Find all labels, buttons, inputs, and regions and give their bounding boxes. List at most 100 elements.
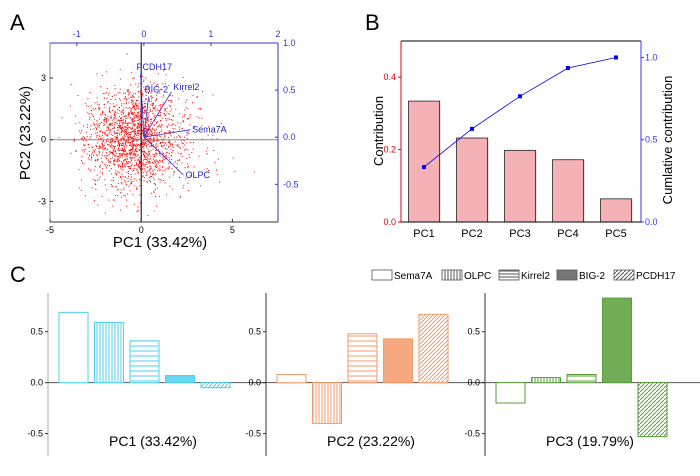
scatter-point [119,92,121,94]
scatter-point [88,143,89,145]
scatter-point [120,125,121,127]
scatter-point [154,163,156,165]
scatter-point [168,141,170,143]
scatter-point [130,183,132,185]
scatter-point [201,138,203,140]
scatter-point [121,153,123,155]
scatter-point [119,98,120,100]
scatter-point [107,144,109,146]
scatter-point [196,97,198,99]
scatter-point [78,169,80,171]
scatter-point [149,109,151,111]
scatter-point [147,112,148,114]
scatter-point [120,127,122,129]
scatter-point [158,195,160,197]
scatter-point [132,102,134,104]
scatter-point [147,171,149,173]
scatter-point [138,118,140,120]
scatter-point [150,166,152,168]
scatter-point [153,128,155,130]
scatter-point [132,143,133,145]
scatter-point [121,143,123,145]
c-bar [495,382,526,404]
scatter-point [162,167,163,169]
scatter-point [139,185,141,187]
scatter-point [117,109,118,111]
scatter-point [79,122,81,124]
scatter-point [103,103,105,105]
scatter-point [115,115,117,117]
scatter-point [136,159,138,161]
scatter-point [108,199,110,201]
scatter-point [109,103,111,105]
scatter-point [123,194,125,196]
scatter-point [143,150,145,152]
scatter-point [125,150,127,152]
scatter-point [130,179,132,180]
c-y-tick-label: 0.5 [467,327,480,337]
scatter-point [144,89,146,91]
scatter-point [130,132,132,134]
scatter-point [136,140,138,142]
scatter-point [165,194,167,196]
scatter-point [186,157,188,159]
scatter-point [124,141,126,143]
scatter-point [93,118,95,120]
scatter-point [94,179,96,181]
scatter-point [187,108,189,110]
scatter-point [120,161,122,163]
scatter-point [152,138,154,140]
scatter-point [140,161,142,163]
scatter-point [139,149,141,151]
scatter-point [125,141,127,143]
scatter-point [126,115,127,117]
scatter-point [133,93,134,95]
scatter-point [153,108,155,110]
scatter-point [168,166,170,168]
scatter-point [154,120,156,122]
scatter-point [181,156,183,157]
scatter-point [100,86,102,87]
scatter-point [144,130,146,132]
scatter-point [137,127,139,129]
scatter-point [136,100,138,101]
scatter-point [131,113,133,115]
c-y-tick-label: 0.0 [248,378,261,388]
scatter-point [146,134,147,136]
scatter-point [148,177,150,179]
scatter-point [131,118,133,120]
scatter-point [145,128,146,129]
scatter-point [95,145,97,147]
a-x-tick-label: 5 [230,225,235,235]
scatter-point [154,116,156,118]
scatter-point [126,133,128,135]
scatter-point [105,118,107,120]
scatter-point [130,145,132,147]
scatter-point [130,112,132,114]
scatter-point [188,166,190,168]
scatter-point [139,150,140,151]
scatter-point [129,106,131,108]
scatter-point [151,174,153,175]
scatter-point [127,137,129,139]
scatter-point [130,157,132,159]
scatter-point [117,172,119,174]
scatter-point [114,158,116,160]
scatter-point [146,114,148,116]
scatter-point [123,92,125,94]
scatter-point [113,150,115,152]
scatter-point [113,124,115,125]
scatter-point [107,102,109,104]
scatter-point [160,126,162,128]
scatter-point [180,122,182,124]
scatter-point [128,114,130,116]
scatter-point [135,83,137,85]
b-ylabel-right: Cumlative contribution [660,76,675,205]
scatter-point [169,133,171,135]
scatter-point [139,131,141,133]
b-y-tick-label: 0.0 [383,217,396,227]
scatter-point [132,113,134,115]
scatter-point [113,153,115,155]
scatter-point [137,124,139,126]
scatter-point [116,120,118,122]
